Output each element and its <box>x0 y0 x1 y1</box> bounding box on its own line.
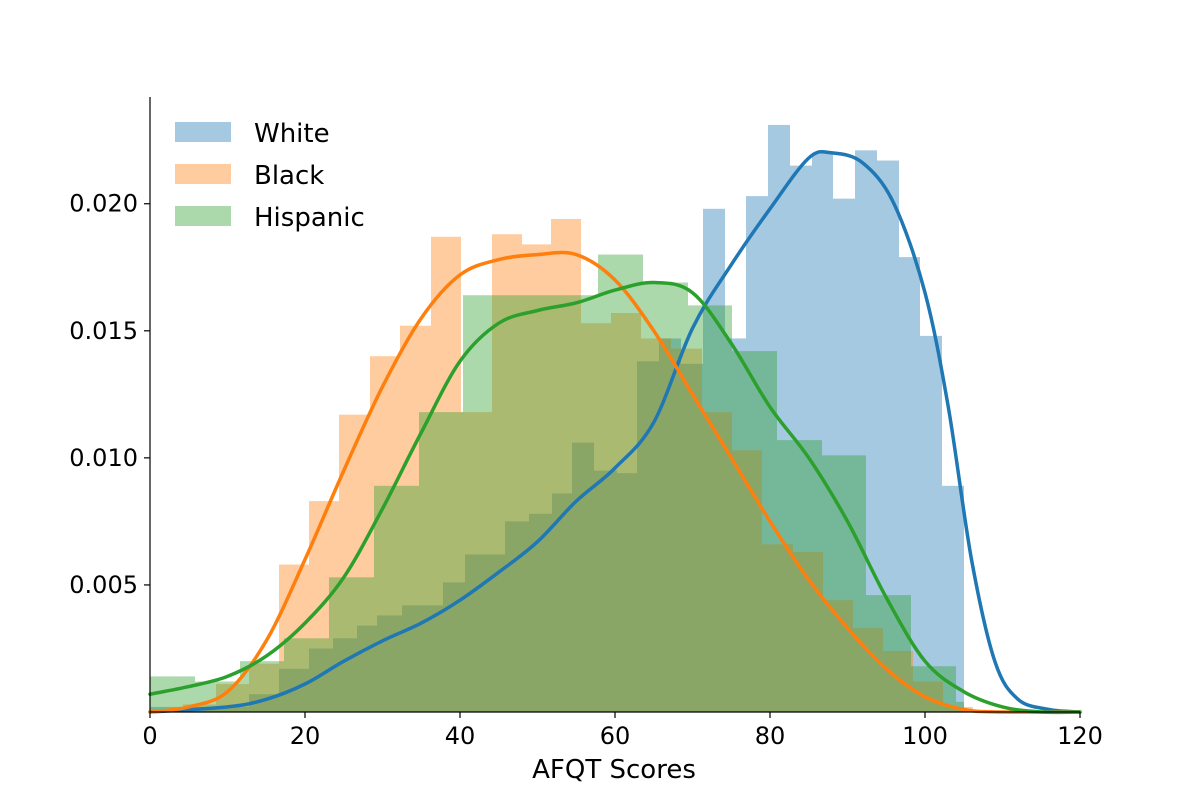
legend-swatch-black <box>175 164 231 184</box>
kde-line-hispanic <box>148 280 1082 715</box>
bar-white-14 <box>594 470 617 712</box>
bar-hispanic-15 <box>822 455 866 712</box>
bar-white-15 <box>617 473 637 712</box>
legend-swatch-white <box>175 122 231 142</box>
x-tick-label-5: 100 <box>902 722 948 750</box>
legend-swatch-hispanic <box>175 206 231 226</box>
x-axis-label: AFQT Scores <box>532 755 696 785</box>
bar-black-12 <box>522 244 551 712</box>
legend-item-white: White <box>175 119 330 149</box>
bar-hispanic-13 <box>732 351 777 712</box>
bar-white-17 <box>659 338 681 712</box>
x-tick-label-4: 80 <box>755 722 786 750</box>
axes: 0 20 40 60 80 100 120 0.005 0.010 0.015 0.020 <box>69 97 1103 750</box>
x-tick-label-1: 20 <box>290 722 321 750</box>
bar-hispanic-8 <box>508 295 553 712</box>
legend-label-black: Black <box>254 161 324 191</box>
bar-black-10 <box>461 412 492 712</box>
bar-black-8 <box>400 325 431 712</box>
bar-white-4 <box>333 638 357 712</box>
bar-black-16 <box>641 338 671 712</box>
x-tick-label-0: 0 <box>142 722 157 750</box>
legend-label-white: White <box>254 119 330 149</box>
bar-hispanic-12 <box>688 305 732 712</box>
y-tick-label-3: 0.020 <box>69 190 138 218</box>
bar-white-12 <box>552 493 572 712</box>
bar-black-24 <box>883 651 913 712</box>
y-tick-label-1: 0.010 <box>69 444 138 472</box>
x-tick-label-2: 40 <box>445 722 476 750</box>
x-tick-label-3: 60 <box>600 722 631 750</box>
bar-hispanic-10 <box>598 254 643 712</box>
bar-white-18 <box>681 363 703 712</box>
bar-white-25 <box>833 198 855 712</box>
legend-item-hispanic: Hispanic <box>175 203 365 233</box>
bar-white-30 <box>942 485 964 712</box>
bar-white-8 <box>443 582 465 712</box>
bar-white-16 <box>637 361 659 712</box>
bar-black-7 <box>370 356 400 712</box>
kde-line-black <box>148 250 1082 714</box>
legend: White Black Hispanic <box>175 119 365 233</box>
bar-white-19 <box>703 208 725 712</box>
bar-hispanic-4 <box>329 577 374 712</box>
x-tick-label-6: 120 <box>1057 722 1103 750</box>
bar-black-20 <box>762 544 793 712</box>
bar-white-13 <box>572 442 594 712</box>
bar-black-18 <box>702 412 732 712</box>
bar-black-9 <box>431 236 461 713</box>
bar-white-6 <box>377 615 402 712</box>
bar-white-29 <box>920 335 942 712</box>
bar-white-21 <box>746 196 768 712</box>
bar-white-20 <box>725 338 746 712</box>
bar-black-19 <box>732 450 762 712</box>
bar-hispanic-7 <box>463 295 508 712</box>
kde-line-white <box>148 149 1082 714</box>
bar-hispanic-6 <box>419 412 463 712</box>
histogram-black <box>150 218 973 713</box>
bar-hispanic-14 <box>777 440 822 712</box>
y-tick-label-0: 0.005 <box>69 571 138 599</box>
bar-white-11 <box>529 513 552 712</box>
bar-hispanic-16 <box>866 595 911 712</box>
bar-hispanic-5 <box>374 485 419 712</box>
bar-white-28 <box>899 257 920 712</box>
bar-white-24 <box>812 152 833 713</box>
bar-black-17 <box>671 348 702 712</box>
plot-area <box>148 124 1082 715</box>
bar-black-14 <box>581 323 611 712</box>
legend-item-black: Black <box>175 161 324 191</box>
bar-black-15 <box>611 313 641 712</box>
y-tick-label-2: 0.015 <box>69 317 138 345</box>
bar-white-27 <box>877 160 899 712</box>
legend-label-hispanic: Hispanic <box>254 203 365 233</box>
